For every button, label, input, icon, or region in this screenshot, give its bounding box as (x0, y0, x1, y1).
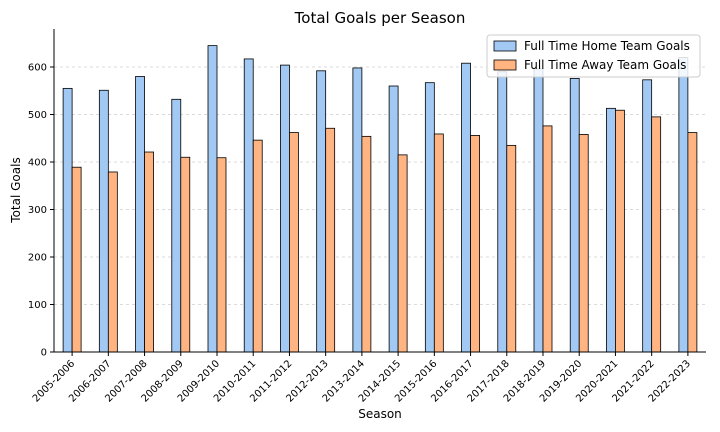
y-tick-label: 600 (28, 63, 47, 74)
legend-box (486, 34, 701, 78)
bar-home-2008-2009 (171, 98, 182, 353)
bar-home-2017-2018 (497, 71, 508, 353)
legend-swatch-away (493, 59, 517, 71)
bar-away-2006-2007 (107, 171, 118, 353)
y-axis-label: Total Goals (9, 157, 23, 223)
bar-away-2012-2013 (325, 127, 336, 353)
bar-away-2013-2014 (361, 135, 372, 353)
bar-home-2015-2016 (424, 82, 435, 353)
y-tick-label: 500 (28, 110, 47, 121)
chart-title: Total Goals per Season (294, 9, 466, 27)
bar-away-2018-2019 (542, 125, 553, 353)
legend-label-away: Full Time Away Team Goals (524, 58, 686, 72)
bar-away-2016-2017 (470, 134, 480, 353)
bar-home-2022-2023 (678, 57, 689, 353)
bar-away-2014-2015 (397, 154, 408, 353)
bar-home-2010-2011 (243, 58, 254, 353)
axes (53, 29, 706, 353)
y-tick-label: 100 (28, 300, 47, 311)
bar-away-2009-2010 (216, 157, 227, 353)
x-ticks: 2005-20062006-20072007-20082008-20092009… (31, 352, 693, 405)
bar-home-2009-2010 (207, 45, 218, 353)
legend: Full Time Home Team Goals Full Time Away… (486, 34, 701, 78)
bar-away-2015-2016 (433, 133, 444, 353)
bar-home-2016-2017 (461, 62, 471, 353)
bar-away-2017-2018 (506, 144, 517, 353)
bar-home-2006-2007 (98, 89, 109, 353)
legend-swatch-home (493, 40, 517, 52)
bar-home-2012-2013 (316, 70, 327, 353)
grid-lines (54, 66, 706, 305)
bar-away-2007-2008 (144, 151, 154, 353)
y-tick-label: 300 (28, 205, 47, 216)
bar-home-2021-2022 (642, 79, 653, 353)
bar-home-2007-2008 (135, 76, 145, 353)
bar-home-2014-2015 (388, 85, 399, 353)
bars (62, 45, 698, 353)
y-ticks: 0 100 200 300 400 500 600 (28, 63, 54, 359)
legend-label-home: Full Time Home Team Goals (524, 39, 690, 53)
bar-home-2018-2019 (533, 68, 544, 353)
bar-away-2010-2011 (252, 139, 263, 353)
bar-away-2019-2020 (578, 134, 589, 353)
y-tick-label: 200 (28, 253, 47, 264)
bar-away-2020-2021 (615, 109, 625, 353)
bar-home-2005-2006 (62, 87, 73, 353)
bar-away-2022-2023 (687, 132, 698, 353)
y-tick-label: 0 (41, 348, 47, 359)
x-axis-label: Season (358, 407, 402, 421)
bar-away-2008-2009 (180, 156, 191, 353)
bar-home-2011-2012 (280, 64, 290, 353)
y-tick-label: 400 (28, 158, 47, 169)
bar-home-2013-2014 (352, 67, 363, 353)
bar-home-2019-2020 (569, 78, 580, 353)
bar-away-2005-2006 (71, 166, 82, 353)
bar-away-2021-2022 (651, 116, 662, 353)
bar-home-2020-2021 (606, 107, 616, 353)
bar-away-2011-2012 (289, 132, 299, 353)
